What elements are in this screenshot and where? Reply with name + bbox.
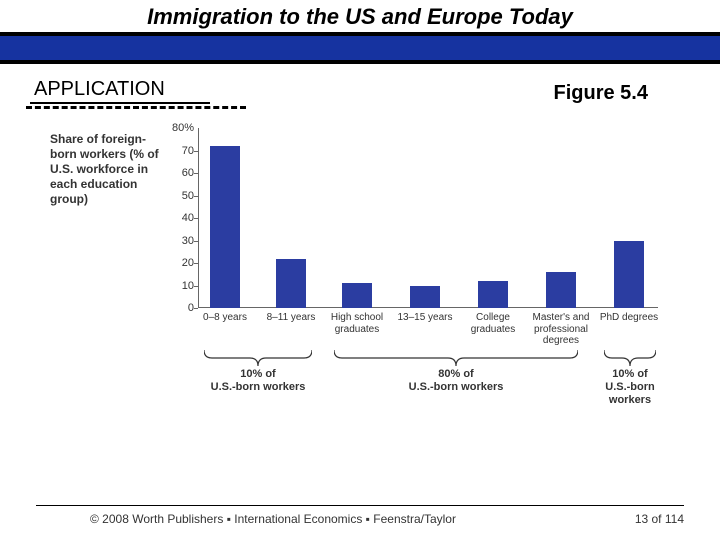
page-sep: of: [648, 512, 665, 526]
x-tick-label: Master's and professional degrees: [530, 312, 592, 347]
bar: [210, 146, 240, 308]
y-tick-mark: [194, 196, 198, 197]
slide-title: Immigration to the US and Europe Today: [0, 4, 720, 30]
y-tick-label: 40: [170, 212, 194, 224]
title-band: [0, 32, 720, 64]
slide: Immigration to the US and Europe Today A…: [0, 0, 720, 540]
y-tick-label: 0: [170, 302, 194, 314]
x-tick-label: 0–8 years: [194, 312, 256, 324]
y-tick-mark: [194, 241, 198, 242]
y-tick-label: 50: [170, 190, 194, 202]
section-label: APPLICATION: [34, 78, 165, 101]
x-tick-label: 13–15 years: [394, 312, 456, 324]
bar: [614, 241, 644, 309]
x-tick-label: 8–11 years: [260, 312, 322, 324]
brace-row: 10% ofU.S.-born workers 80% ofU.S.-born w…: [198, 350, 658, 396]
bar: [478, 281, 508, 308]
bar: [342, 283, 372, 308]
section-dashed-line: [26, 106, 246, 109]
section-label-text: APPLICATION: [34, 78, 165, 100]
section-underline: [30, 102, 210, 104]
y-tick-mark: [194, 263, 198, 264]
bar: [410, 286, 440, 309]
y-tick-mark: [194, 151, 198, 152]
y-tick-mark: [194, 286, 198, 287]
brace-label: 80% ofU.S.-born workers: [334, 368, 578, 394]
brace-icon: [604, 350, 656, 368]
bar: [276, 259, 306, 309]
plot-area: 01020304050607080%0–8 years8–11 yearsHig…: [198, 128, 658, 308]
y-tick-label: 60: [170, 167, 194, 179]
y-tick-mark: [194, 173, 198, 174]
x-tick-label: PhD degrees: [598, 312, 660, 324]
bar: [546, 272, 576, 308]
footer-copyright: © 2008 Worth Publishers ▪ International …: [90, 512, 456, 526]
brace-label: 10% ofU.S.-born workers: [204, 368, 312, 394]
brace-icon: [334, 350, 578, 368]
y-tick-mark: [194, 308, 198, 309]
page-current: 13: [635, 512, 648, 526]
y-tick-label: 30: [170, 235, 194, 247]
brace-group: 10% ofU.S.-born workers: [204, 350, 312, 373]
x-tick-label: College graduates: [462, 312, 524, 335]
footer-page: 13 of 114: [635, 512, 684, 526]
brace-label: 10% ofU.S.-born workers: [604, 368, 656, 408]
y-axis-title: Share of foreign-born workers (% of U.S.…: [50, 132, 165, 207]
x-tick-label: High school graduates: [326, 312, 388, 335]
y-axis: [198, 128, 199, 308]
brace-group: 80% ofU.S.-born workers: [334, 350, 578, 373]
y-tick-label: 10: [170, 280, 194, 292]
brace-icon: [204, 350, 312, 368]
figure-number: Figure 5.4: [554, 82, 648, 105]
page-total: 114: [665, 512, 684, 526]
y-tick-mark: [194, 218, 198, 219]
footer-rule: [36, 505, 684, 506]
y-tick-label: 20: [170, 257, 194, 269]
y-tick-label: 80%: [164, 122, 194, 134]
y-tick-label: 70: [170, 145, 194, 157]
bar-chart: Share of foreign-born workers (% of U.S.…: [50, 128, 670, 388]
brace-group: 10% ofU.S.-born workers: [604, 350, 656, 373]
